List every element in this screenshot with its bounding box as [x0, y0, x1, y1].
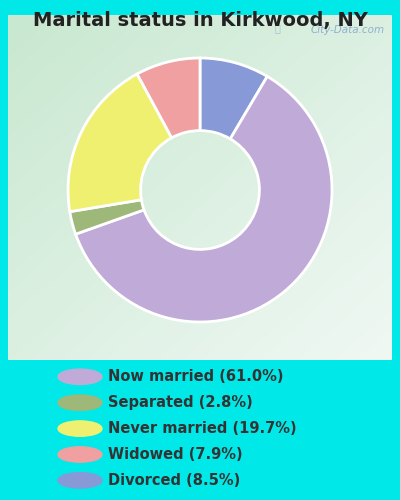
Text: City-Data.com: City-Data.com [310, 26, 384, 36]
Circle shape [58, 472, 102, 488]
Text: Separated (2.8%): Separated (2.8%) [108, 395, 253, 410]
Text: Marital status in Kirkwood, NY: Marital status in Kirkwood, NY [32, 11, 368, 30]
Circle shape [58, 421, 102, 436]
Wedge shape [200, 58, 267, 139]
Wedge shape [68, 74, 172, 212]
Wedge shape [137, 58, 200, 138]
Circle shape [58, 447, 102, 462]
Text: Divorced (8.5%): Divorced (8.5%) [108, 473, 240, 488]
Wedge shape [76, 76, 332, 322]
Circle shape [58, 369, 102, 384]
Wedge shape [70, 200, 144, 234]
Text: Widowed (7.9%): Widowed (7.9%) [108, 447, 243, 462]
Circle shape [58, 395, 102, 410]
Text: Never married (19.7%): Never married (19.7%) [108, 421, 297, 436]
Text: Now married (61.0%): Now married (61.0%) [108, 370, 284, 384]
Text: 🔵: 🔵 [275, 24, 281, 34]
